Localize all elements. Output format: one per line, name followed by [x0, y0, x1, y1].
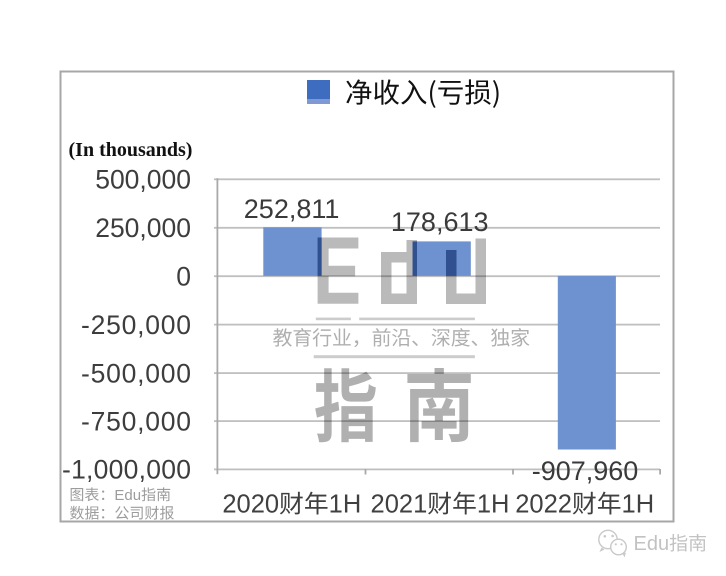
svg-text:250,000: 250,000 — [95, 213, 191, 243]
svg-text:-250,000: -250,000 — [81, 310, 191, 340]
svg-text:252,811: 252,811 — [244, 194, 340, 224]
svg-text:1H: 1H — [329, 491, 362, 519]
svg-text:2022: 2022 — [515, 491, 572, 519]
svg-text:178,613: 178,613 — [391, 207, 489, 237]
svg-text:Edu: Edu — [114, 487, 141, 504]
svg-text:1H: 1H — [477, 491, 510, 519]
svg-text:-1,000,000: -1,000,000 — [62, 455, 191, 485]
svg-text:2021: 2021 — [371, 491, 428, 519]
svg-text:0: 0 — [176, 262, 191, 292]
svg-text:-907,960: -907,960 — [532, 456, 639, 486]
svg-text:2020: 2020 — [222, 491, 279, 519]
svg-text:500,000: 500,000 — [95, 165, 191, 195]
svg-text:(In thousands): (In thousands) — [69, 139, 193, 161]
svg-text:1H: 1H — [622, 491, 655, 519]
svg-text:-750,000: -750,000 — [81, 406, 191, 436]
svg-text:-500,000: -500,000 — [81, 358, 191, 388]
svg-text:Edu: Edu — [634, 533, 670, 555]
